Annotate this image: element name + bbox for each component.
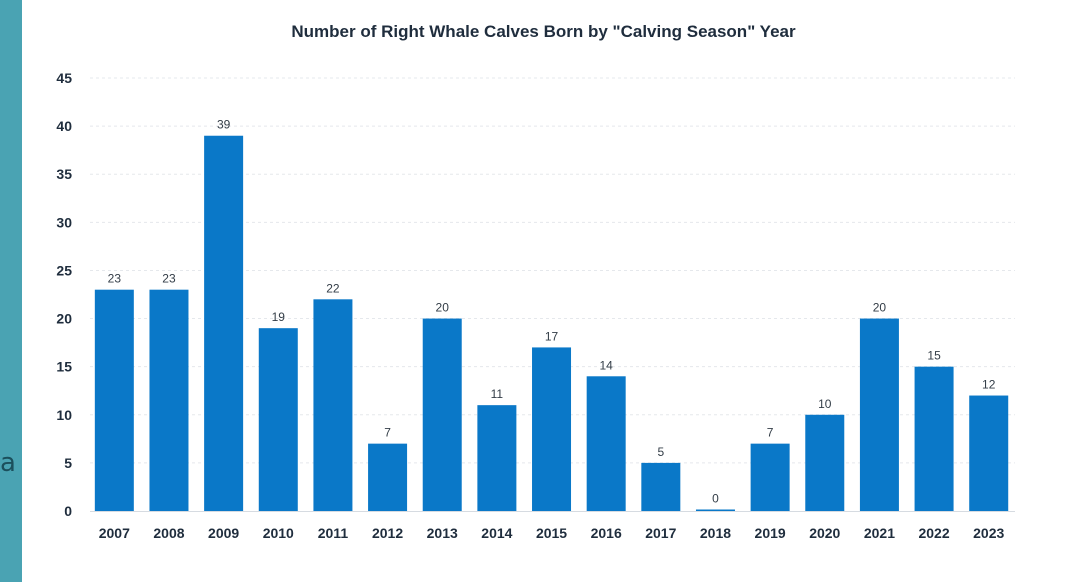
bar-2023 xyxy=(969,395,1009,511)
x-tick-label-2009: 2009 xyxy=(208,525,239,541)
chart-title: Number of Right Whale Calves Born by "Ca… xyxy=(291,22,796,41)
x-tick-label-2010: 2010 xyxy=(263,525,294,541)
data-label-2021: 20 xyxy=(873,301,887,315)
bar-2019 xyxy=(750,443,790,511)
bar-2022 xyxy=(914,366,954,511)
x-tick-label-2008: 2008 xyxy=(153,525,184,541)
data-label-2017: 5 xyxy=(657,445,664,459)
data-label-2009: 39 xyxy=(217,118,231,132)
data-label-2008: 23 xyxy=(162,272,176,286)
y-tick-label: 25 xyxy=(56,262,72,278)
x-tick-label-2011: 2011 xyxy=(318,525,349,541)
data-label-2007: 23 xyxy=(108,272,122,286)
data-label-2011: 22 xyxy=(326,281,340,295)
bar-2015 xyxy=(532,347,572,511)
x-tick-label-2023: 2023 xyxy=(973,525,1004,541)
bar-2011 xyxy=(313,299,353,511)
y-tick-label: 5 xyxy=(64,455,72,471)
bar-2010 xyxy=(258,328,298,511)
x-tick-label-2019: 2019 xyxy=(755,525,786,541)
x-tick-label-2020: 2020 xyxy=(809,525,840,541)
y-tick-label: 10 xyxy=(56,407,72,423)
bar-2009 xyxy=(204,135,244,511)
bar-2007 xyxy=(94,289,134,511)
data-label-2014: 11 xyxy=(491,387,504,401)
bar-2018 xyxy=(695,509,735,511)
y-tick-label: 40 xyxy=(56,118,72,134)
data-label-2010: 19 xyxy=(272,310,286,324)
x-tick-label-2015: 2015 xyxy=(536,525,567,541)
x-tick-label-2007: 2007 xyxy=(99,525,130,541)
data-label-2012: 7 xyxy=(384,426,391,440)
data-label-2018: 0 xyxy=(712,492,719,506)
bar-2017 xyxy=(641,462,681,511)
x-tick-label-2014: 2014 xyxy=(481,525,512,541)
x-tick-label-2017: 2017 xyxy=(645,525,676,541)
x-tick-label-2018: 2018 xyxy=(700,525,731,541)
bar-2013 xyxy=(422,318,462,511)
y-tick-label: 20 xyxy=(56,311,72,327)
y-tick-label: 45 xyxy=(56,70,72,86)
bar-2014 xyxy=(477,405,517,511)
y-tick-label: 35 xyxy=(56,166,72,182)
y-tick-label: 30 xyxy=(56,214,72,230)
data-label-2022: 15 xyxy=(927,349,941,363)
bar-2020 xyxy=(805,414,845,511)
data-label-2015: 17 xyxy=(545,329,559,343)
bar-2021 xyxy=(859,318,899,511)
x-tick-label-2021: 2021 xyxy=(864,525,895,541)
y-tick-label: 0 xyxy=(64,503,72,519)
data-label-2016: 14 xyxy=(599,358,613,372)
x-tick-label-2022: 2022 xyxy=(918,525,949,541)
partial-side-text: a xyxy=(0,448,16,478)
x-tick-label-2012: 2012 xyxy=(372,525,403,541)
data-label-2020: 10 xyxy=(818,397,832,411)
y-tick-label: 15 xyxy=(56,359,72,375)
data-label-2013: 20 xyxy=(436,301,450,315)
data-label-2023: 12 xyxy=(982,378,996,392)
x-tick-label-2013: 2013 xyxy=(427,525,458,541)
data-label-2019: 7 xyxy=(767,426,774,440)
bar-2008 xyxy=(149,289,189,511)
bar-2016 xyxy=(586,376,626,511)
x-tick-label-2016: 2016 xyxy=(591,525,622,541)
bar-2012 xyxy=(368,443,408,511)
